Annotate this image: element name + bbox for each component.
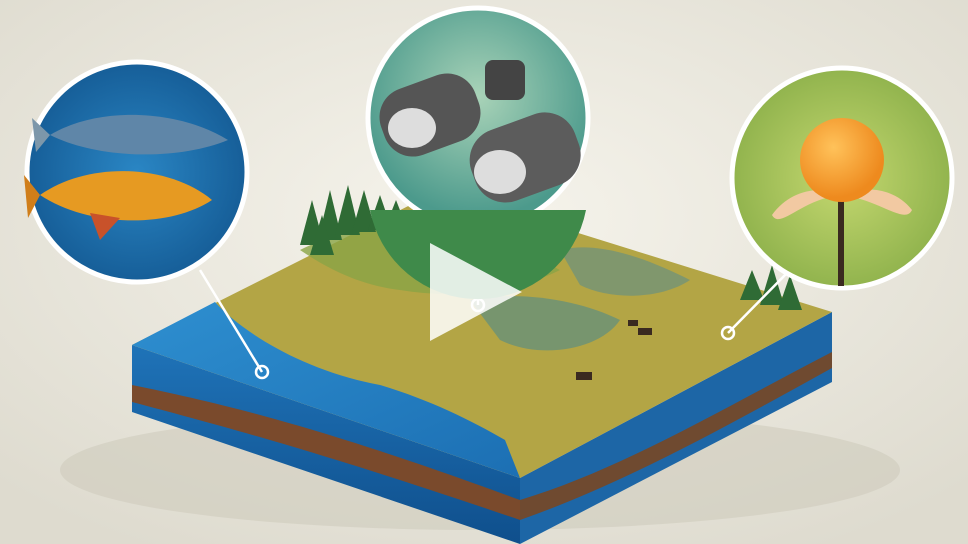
lake [132,302,520,478]
moose [576,320,652,380]
soil-layer-right [520,352,832,520]
cloudberry-bubble [729,65,955,291]
pond [560,247,690,296]
block-top [132,190,832,478]
binoculars-bubble [365,5,591,300]
pond [470,296,620,351]
char-fish [50,114,228,155]
soil-layer-left [132,385,520,520]
play-button[interactable] [430,243,522,341]
trout-fish [40,171,212,221]
fish-bubble [24,59,250,285]
